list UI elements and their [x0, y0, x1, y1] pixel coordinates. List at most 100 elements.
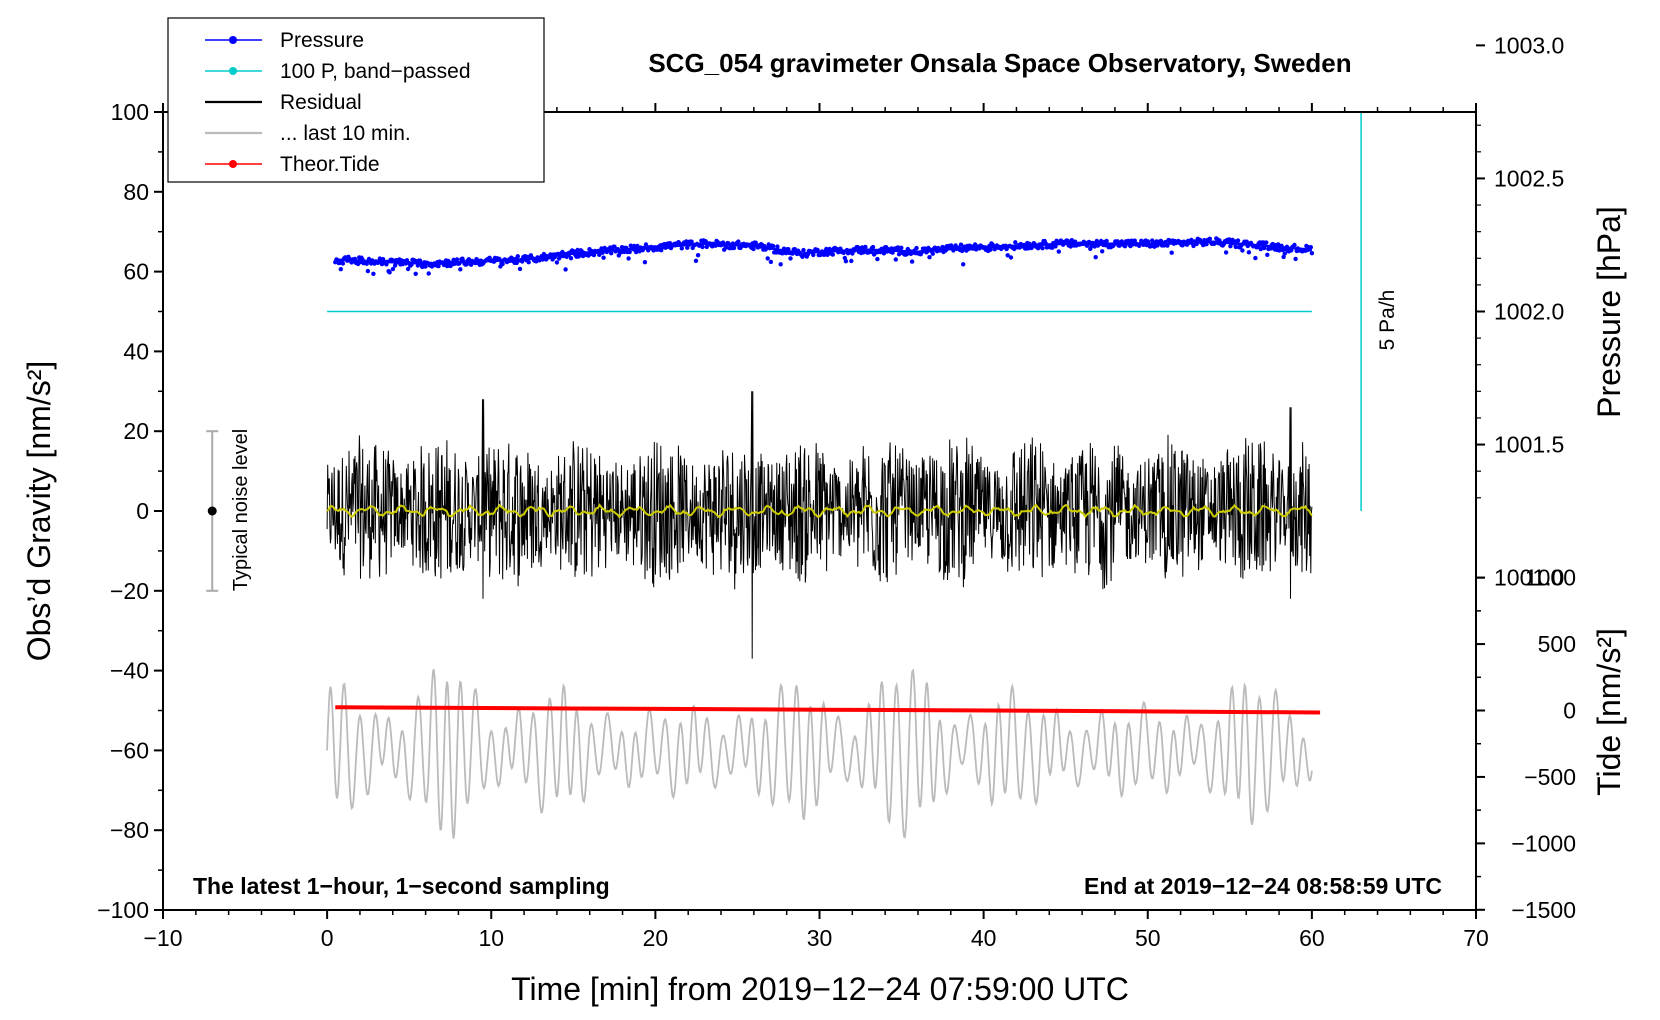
pressure-point — [1244, 239, 1249, 244]
pressure-point — [1068, 244, 1073, 249]
legend-label: 100 P, band−passed — [280, 60, 471, 83]
pressure-point — [563, 267, 568, 272]
pressure-point — [693, 258, 699, 263]
noise-level-label: Typical noise level — [230, 429, 252, 591]
pressure-point — [685, 245, 690, 250]
pressure-tick-label: 1001.0 — [1494, 565, 1564, 591]
pressure-point — [753, 240, 758, 245]
tide-line — [335, 705, 1321, 715]
y-tick-label: 40 — [123, 338, 149, 364]
legend-marker — [229, 36, 237, 44]
pressure-point — [1228, 244, 1233, 249]
pressure-point — [436, 263, 441, 269]
pressure-point — [554, 260, 560, 265]
residual-line — [326, 391, 1313, 659]
end-time-note: End at 2019−12−24 08:58:59 UTC — [1084, 873, 1442, 899]
pressure-line — [335, 240, 1313, 265]
residual-smoothed-line — [326, 503, 1313, 519]
pressure-point — [371, 271, 376, 276]
pressure-point — [1104, 238, 1109, 244]
y-tick-label: −100 — [97, 897, 149, 923]
pressure-point — [1235, 238, 1241, 243]
pressure-point — [961, 262, 966, 267]
pressure-point — [770, 243, 776, 249]
pressure-point — [1093, 255, 1098, 260]
pressure-point — [405, 266, 411, 272]
pressure-point — [1191, 243, 1196, 249]
pressure-point — [988, 247, 993, 252]
pressure-point — [601, 255, 606, 260]
pressure-point — [338, 267, 343, 272]
pressure-point — [896, 252, 902, 257]
legend-marker — [229, 160, 237, 168]
pressure-point — [695, 253, 701, 258]
x-tick-label: 20 — [643, 925, 669, 951]
pressure-point — [736, 239, 741, 244]
pressure-point — [700, 244, 705, 250]
pressure-point — [1246, 250, 1252, 255]
pressure-point — [824, 246, 829, 252]
pressure-point — [843, 259, 849, 264]
pressure-point — [875, 256, 880, 262]
pressure-point — [1100, 249, 1105, 254]
y-tick-label: −60 — [110, 737, 149, 763]
pressure-point — [1005, 253, 1010, 258]
pressure-point — [1126, 238, 1131, 244]
x-tick-label: 60 — [1299, 925, 1325, 951]
pressure-point — [1253, 255, 1258, 261]
pressure-point — [517, 266, 523, 272]
legend-label: Theor.Tide — [280, 153, 380, 176]
y-axis-pressure: 1003.0 1002.5 1002.0 1001.5 1001.0 — [1476, 32, 1564, 591]
legend: Pressure 100 P, band−passed Residual ... la… — [167, 17, 545, 183]
pressure-point — [458, 267, 463, 272]
pressure-point — [751, 246, 756, 252]
pressure-point — [627, 249, 632, 255]
pressure-point — [591, 252, 597, 258]
pressure-point — [340, 261, 346, 266]
pressure-point — [515, 254, 520, 259]
pressure-point — [768, 259, 774, 265]
pressure-point — [500, 261, 505, 267]
pressure-point — [643, 242, 649, 247]
last-10-min-line — [326, 668, 1313, 839]
tide-tick-label: 1000 — [1525, 565, 1576, 591]
pressure-point — [1240, 248, 1245, 253]
sampling-note: The latest 1−hour, 1−second sampling — [193, 873, 610, 899]
y-tick-label: 100 — [111, 99, 149, 125]
pressure-point — [635, 243, 640, 249]
pressure-point — [612, 244, 617, 249]
chart-title: SCG_054 gravimeter Onsala Space Observat… — [648, 48, 1351, 78]
pressure-point — [1207, 236, 1213, 241]
pressure-tick-label: 1002.5 — [1494, 165, 1564, 191]
pressure-point — [801, 247, 806, 253]
pressure-tick-label: 1001.5 — [1494, 432, 1564, 458]
x-tick-label: 70 — [1463, 925, 1489, 951]
x-tick-label: 0 — [321, 925, 334, 951]
pressure-point — [1281, 254, 1286, 260]
pressure-point — [1223, 250, 1229, 255]
y-axis-pressure-title: Pressure [hPa] — [1591, 206, 1627, 418]
noise-center-dot — [207, 506, 217, 516]
x-axis-title: Time [min] from 2019−12−24 07:59:00 UTC — [511, 971, 1129, 1007]
x-axis: −10 0 10 20 30 40 50 60 70 — [143, 103, 1489, 951]
y-axis-tide: 1000 500 0 −500 −1000 −1500 — [1476, 565, 1576, 923]
pressure-point — [778, 262, 783, 267]
pressure-point — [631, 243, 637, 249]
pressure-point — [387, 270, 392, 275]
pressure-point — [930, 251, 935, 256]
pressure-point — [526, 260, 531, 265]
pressure-point — [881, 251, 887, 256]
y-axis-left-title: Obs’d Gravity [nm/s²] — [21, 361, 57, 662]
pressure-point — [1008, 255, 1014, 260]
legend-box — [167, 17, 545, 183]
pressure-point — [870, 244, 876, 250]
legend-label: Residual — [280, 91, 362, 114]
pressure-point — [830, 252, 835, 257]
pressure-point — [899, 245, 904, 250]
y-tick-label: −40 — [110, 658, 149, 684]
pressure-point — [423, 264, 428, 269]
pressure-point — [766, 242, 771, 247]
pressure-point — [927, 255, 932, 260]
pressure-point — [1040, 246, 1045, 251]
legend-label: Pressure — [280, 29, 364, 52]
